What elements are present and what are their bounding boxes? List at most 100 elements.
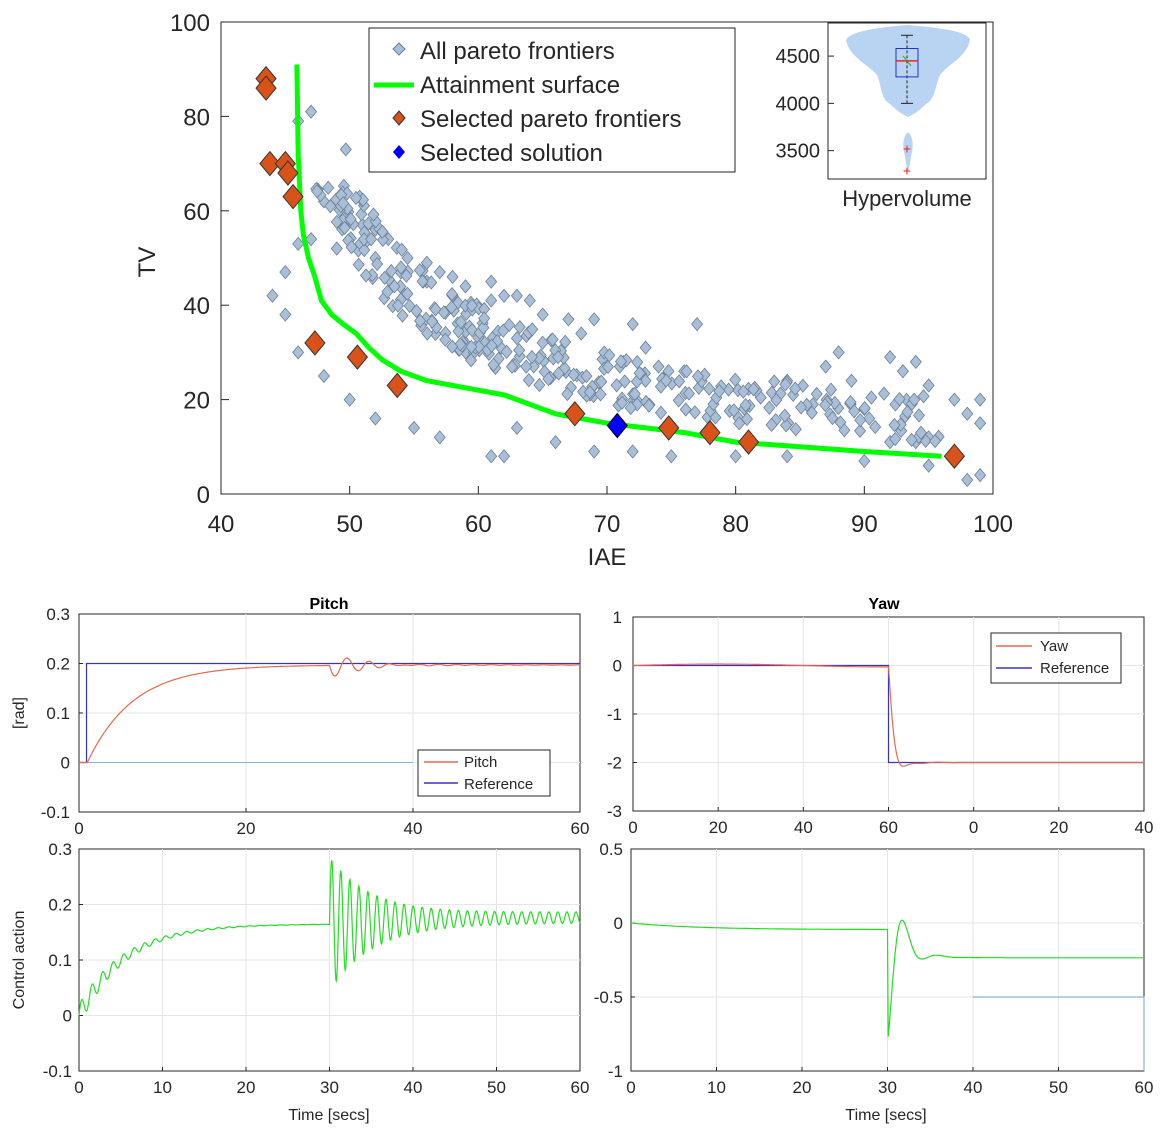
all-pareto-point xyxy=(810,386,823,402)
all-pareto-point xyxy=(832,345,845,360)
pctl-y-tick-label: 0.1 xyxy=(48,951,72,970)
pitch-y-tick-label: 0.1 xyxy=(46,704,70,723)
all-pareto-point xyxy=(889,431,902,447)
yaw-x-tick-label: 0 xyxy=(969,818,978,837)
all-pareto-point xyxy=(311,184,324,199)
all-pareto-point xyxy=(660,373,673,388)
yaw-control-chart: 0 10 20 30 40 50 60 -1 -0.5 0 0.5 Time [secs] xyxy=(594,840,1154,1124)
pareto-y-tick-label: 100 xyxy=(170,10,210,37)
pareto-y-tick-label: 0 xyxy=(197,482,210,509)
all-pareto-point xyxy=(908,392,921,407)
all-pareto-point xyxy=(688,405,701,420)
all-pareto-point xyxy=(888,417,901,433)
all-pareto-point xyxy=(552,366,565,381)
all-pareto-point xyxy=(567,367,580,382)
all-pareto-point xyxy=(414,313,427,329)
all-pareto-point xyxy=(322,180,335,195)
pareto-legend: All pareto frontiers Attainment surface … xyxy=(368,27,736,173)
all-pareto-point xyxy=(465,298,478,313)
yctl-y-tick-label: -1 xyxy=(608,1062,623,1081)
all-pareto-point xyxy=(819,359,832,374)
all-pareto-point xyxy=(433,265,446,280)
all-pareto-point xyxy=(385,263,398,279)
all-pareto-point xyxy=(796,378,809,393)
all-pareto-point xyxy=(359,268,373,283)
pctl-y-tick-label: -0.1 xyxy=(43,1062,72,1081)
pitch-y-tick-label: 0 xyxy=(61,754,70,773)
all-pareto-point xyxy=(452,324,465,339)
all-pareto-point xyxy=(819,397,832,413)
all-pareto-point xyxy=(901,404,914,420)
all-pareto-point xyxy=(729,372,742,387)
all-pareto-point xyxy=(437,305,450,320)
all-pareto-point xyxy=(682,386,695,401)
pitch-x-tick-label: 20 xyxy=(237,819,256,838)
all-pareto-point xyxy=(594,387,607,402)
pitch-y-tick-label: 0.2 xyxy=(46,655,70,674)
yctl-x-tick-label: 60 xyxy=(1135,1078,1154,1097)
selected-pareto-point xyxy=(737,429,760,455)
all-pareto-point xyxy=(403,298,416,314)
all-pareto-point xyxy=(884,350,897,365)
all-pareto-point xyxy=(454,314,467,330)
all-pareto-point xyxy=(614,354,628,369)
yaw-ref-legend-label: Reference xyxy=(1040,660,1109,677)
all-pareto-point xyxy=(912,408,926,423)
all-pareto-point xyxy=(575,326,588,341)
all-pareto-point xyxy=(680,364,693,379)
pitch-x-tick-label: 0 xyxy=(74,819,83,838)
pareto-y-tick-label: 80 xyxy=(183,104,210,131)
all-pareto-point xyxy=(394,260,407,275)
all-pareto-point xyxy=(445,286,458,302)
all-pareto-point xyxy=(395,242,408,257)
all-pareto-point xyxy=(858,453,871,469)
all-pareto-point xyxy=(739,397,752,413)
all-pareto-point xyxy=(396,308,409,323)
all-pareto-point xyxy=(413,263,426,278)
all-pareto-point xyxy=(626,444,639,459)
all-pareto-point xyxy=(523,293,536,308)
inset-outlier: + xyxy=(903,141,911,157)
all-pareto-point xyxy=(400,268,413,283)
all-pareto-point xyxy=(465,339,478,354)
all-pareto-point xyxy=(603,348,616,363)
all-pareto-point xyxy=(465,353,478,368)
all-pareto-point xyxy=(337,196,350,211)
all-pareto-point xyxy=(961,406,974,421)
pitch-control-chart: 0 10 20 30 40 50 60 -0.100.10.20.3 Time [secs]… xyxy=(11,840,589,1124)
all-pareto-point xyxy=(485,293,498,308)
yaw-legend-label: Yaw xyxy=(1040,638,1068,655)
all-pareto-point xyxy=(542,371,555,387)
all-pareto-point xyxy=(279,265,292,280)
yaw-y-tick-label: -2 xyxy=(607,754,622,773)
all-pareto-point xyxy=(770,392,783,408)
all-pareto-point xyxy=(498,288,511,303)
yaw-x-tick-label: 20 xyxy=(1049,818,1068,837)
pareto-x-tick-label: 100 xyxy=(973,511,1013,538)
yaw-title: Yaw xyxy=(868,596,900,613)
all-pareto-point xyxy=(485,449,498,464)
yaw-response-line xyxy=(633,663,1144,767)
all-pareto-point xyxy=(858,400,871,416)
all-pareto-point xyxy=(909,354,922,369)
pitch-y-tick-label: -0.1 xyxy=(41,803,70,822)
yctl-x-tick-label: 0 xyxy=(626,1078,635,1097)
yaw-x-tick-label: 20 xyxy=(709,818,728,837)
all-pareto-point xyxy=(780,418,793,433)
all-pareto-point xyxy=(844,394,857,410)
pitch-response-line xyxy=(79,657,580,764)
all-pareto-point xyxy=(679,402,692,417)
pctl-y-tick-label: 0 xyxy=(63,1007,72,1026)
all-pareto-point xyxy=(665,449,678,464)
all-pareto-point xyxy=(698,367,711,382)
selected-pareto-point xyxy=(564,400,586,427)
pctl-x-tick-label: 10 xyxy=(153,1078,172,1097)
all-pareto-point xyxy=(520,359,533,374)
all-pareto-point xyxy=(350,190,363,206)
selected-pareto-point xyxy=(304,330,326,356)
all-pareto-point xyxy=(789,422,802,437)
all-pareto-point xyxy=(513,320,526,335)
inset-y-tick-label: 4000 xyxy=(776,93,821,115)
all-pareto-point xyxy=(478,311,491,326)
all-pareto-point xyxy=(779,377,792,392)
